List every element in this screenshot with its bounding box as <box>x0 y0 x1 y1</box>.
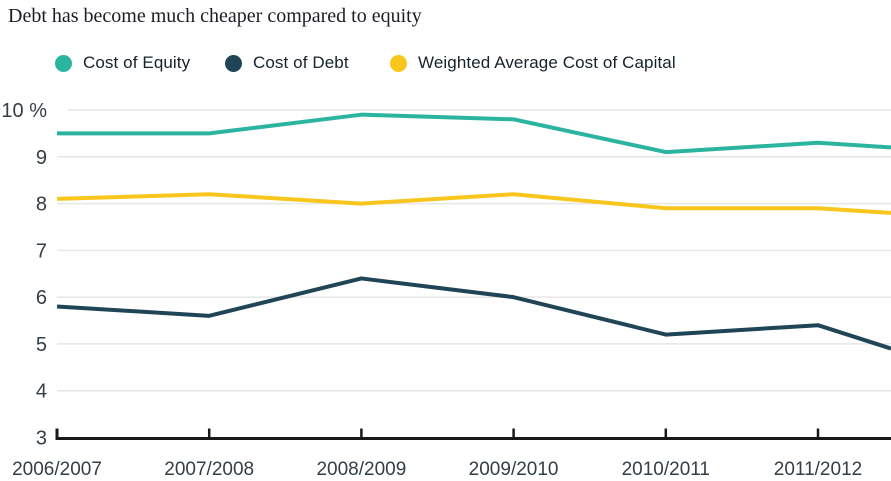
x-axis-tick-label: 2011/2012 <box>774 459 862 480</box>
series-line-cost-of-debt <box>56 276 891 351</box>
y-axis-tick-label: 10 % <box>1 100 47 122</box>
legend-marker-icon <box>390 54 407 72</box>
x-axis-tick-label: 2006/2007 <box>12 459 102 480</box>
series-line-cost-of-equity <box>57 112 891 155</box>
y-axis-tick-label: 7 <box>36 240 47 262</box>
x-axis-tick-label: 2008/2009 <box>316 459 406 480</box>
y-axis-tick-label: 8 <box>36 194 47 216</box>
legend-label: Cost of Equity <box>83 53 191 72</box>
legend-item-cost-of-equity: Cost of Equity <box>55 53 191 72</box>
y-axis-tick-label: 9 <box>36 147 47 169</box>
y-axis-tick-label: 6 <box>36 287 47 309</box>
x-axis-tick-label: 2007/2008 <box>164 459 254 480</box>
x-axis-tick-label: 2009/2010 <box>469 459 559 480</box>
chart-title: Debt has become much cheaper compared to… <box>8 5 422 27</box>
legend-label: Cost of Debt <box>253 53 349 72</box>
legend-marker-icon <box>225 54 242 72</box>
chart-legend: Cost of Equity Cost of Debt Weighted Ave… <box>0 53 891 74</box>
y-axis-tick-label: 4 <box>36 381 47 403</box>
series-line-weighted-average-cost-of-capital <box>56 192 891 215</box>
legend-item-wacc: Weighted Average Cost of Capital <box>390 53 676 72</box>
y-axis-tick-label: 3 <box>36 428 47 450</box>
legend-label: Weighted Average Cost of Capital <box>418 53 676 72</box>
legend-item-cost-of-debt: Cost of Debt <box>225 53 349 72</box>
legend-marker-icon <box>55 54 72 72</box>
y-axis-tick-label: 5 <box>36 334 47 356</box>
x-axis-tick-label: 2010/2011 <box>622 459 710 480</box>
